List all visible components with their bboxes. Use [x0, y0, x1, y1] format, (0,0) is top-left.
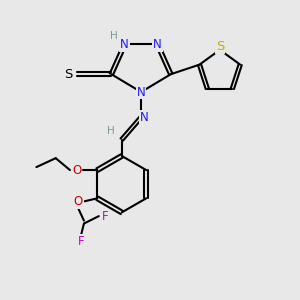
Text: H: H [107, 126, 115, 136]
Text: N: N [140, 111, 149, 124]
Text: O: O [74, 195, 82, 208]
Text: S: S [216, 40, 224, 53]
Text: F: F [102, 210, 109, 223]
Text: N: N [120, 38, 129, 51]
Text: F: F [78, 235, 84, 248]
Text: S: S [64, 68, 73, 81]
Text: N: N [137, 85, 146, 98]
Text: H: H [110, 31, 118, 41]
Text: O: O [72, 164, 81, 177]
Text: N: N [153, 38, 162, 51]
